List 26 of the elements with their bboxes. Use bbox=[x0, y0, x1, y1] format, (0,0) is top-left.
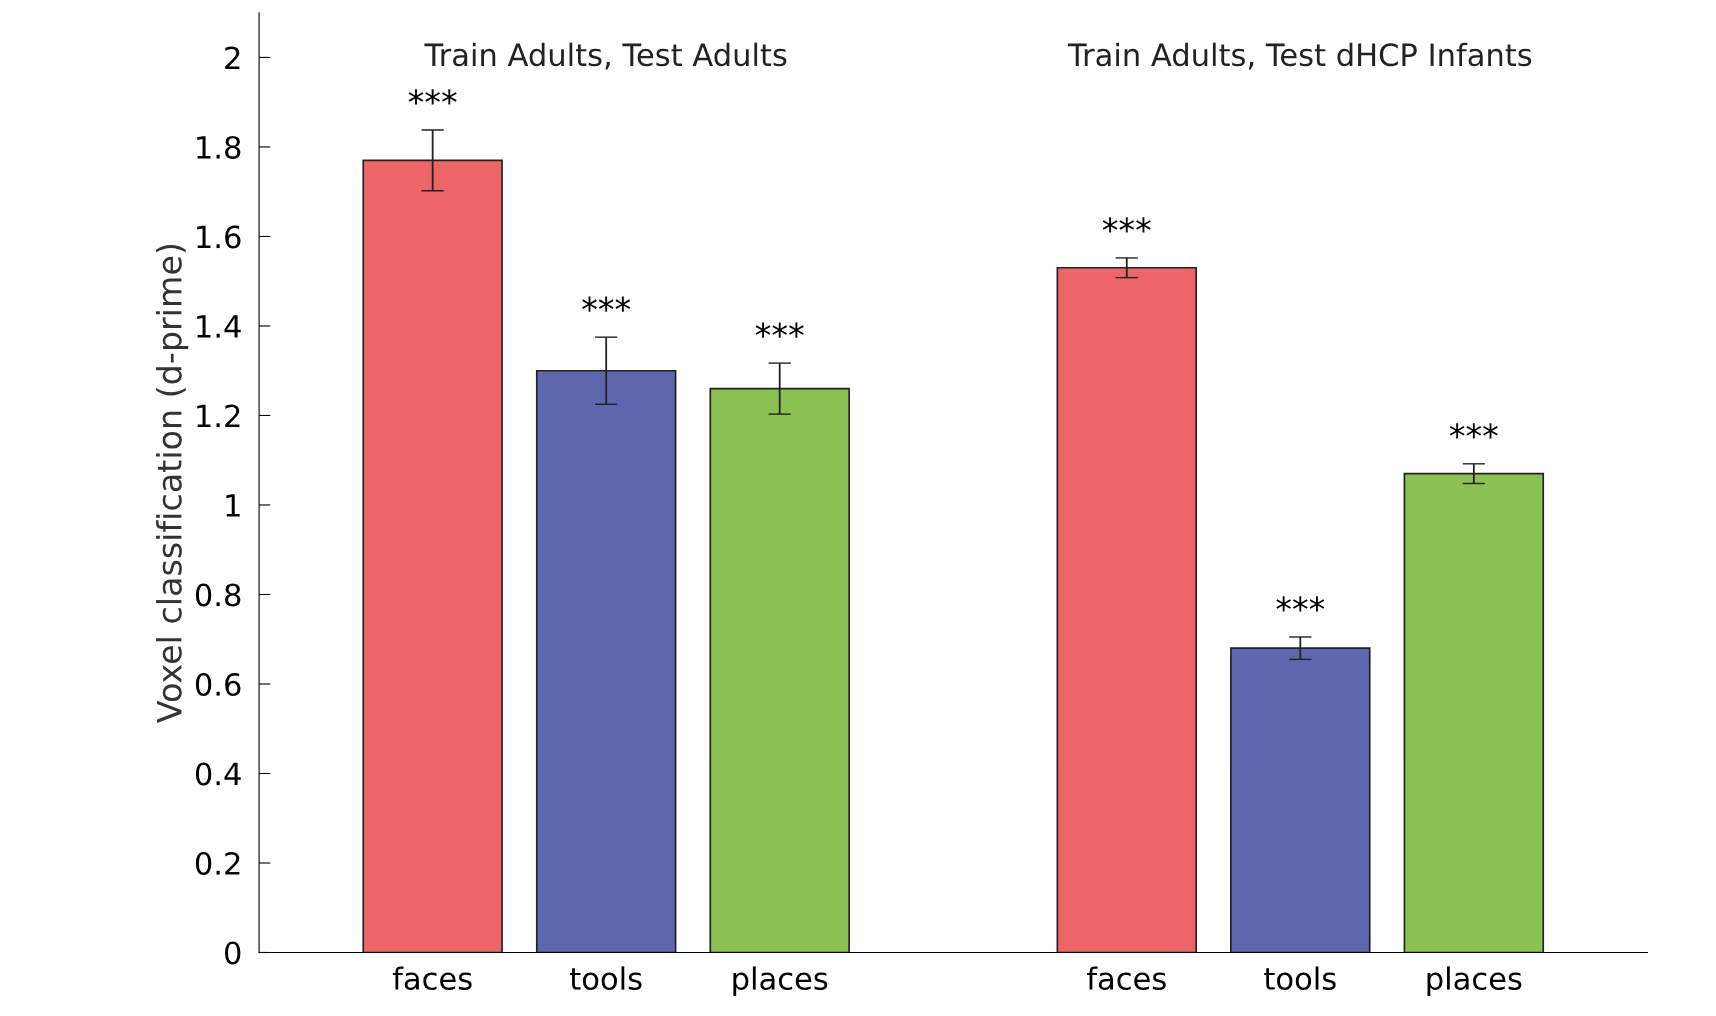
annotation: Train Adults, Test dHCP Infants bbox=[1067, 42, 1532, 70]
y-tick-label: 1 bbox=[226, 494, 240, 517]
y-axis-title: Voxel classification (d-prime) bbox=[156, 244, 189, 723]
data-label: *** bbox=[1102, 217, 1151, 233]
data-label: *** bbox=[1449, 423, 1498, 439]
data-label: *** bbox=[755, 322, 804, 338]
y-tick-label: 1.4 bbox=[197, 315, 241, 338]
x-tick-label: faces bbox=[392, 966, 472, 991]
y-tick-label: 1.6 bbox=[197, 225, 241, 249]
x-tick-label: tools bbox=[1264, 966, 1336, 991]
y-tick-label: 1.8 bbox=[197, 135, 241, 159]
y-tick-label: 0.4 bbox=[195, 762, 241, 786]
y-tick-label: 1.2 bbox=[197, 404, 240, 428]
data-label: *** bbox=[408, 89, 457, 105]
y-tick-label: 0.2 bbox=[195, 851, 240, 876]
y-tick-label: 0 bbox=[225, 941, 241, 965]
y-tick-label: 2 bbox=[225, 46, 240, 70]
x-tick-label: places bbox=[733, 966, 828, 996]
x-tick-label: tools bbox=[570, 966, 642, 991]
data-label: *** bbox=[582, 296, 631, 312]
y-tick-label: 0.8 bbox=[195, 583, 241, 607]
x-tick-label: places bbox=[1427, 966, 1522, 996]
y-tick-label: 0.6 bbox=[195, 672, 241, 697]
data-label: *** bbox=[1276, 596, 1325, 612]
annotation: Train Adults, Test Adults bbox=[424, 42, 787, 70]
x-tick-label: faces bbox=[1086, 966, 1166, 991]
